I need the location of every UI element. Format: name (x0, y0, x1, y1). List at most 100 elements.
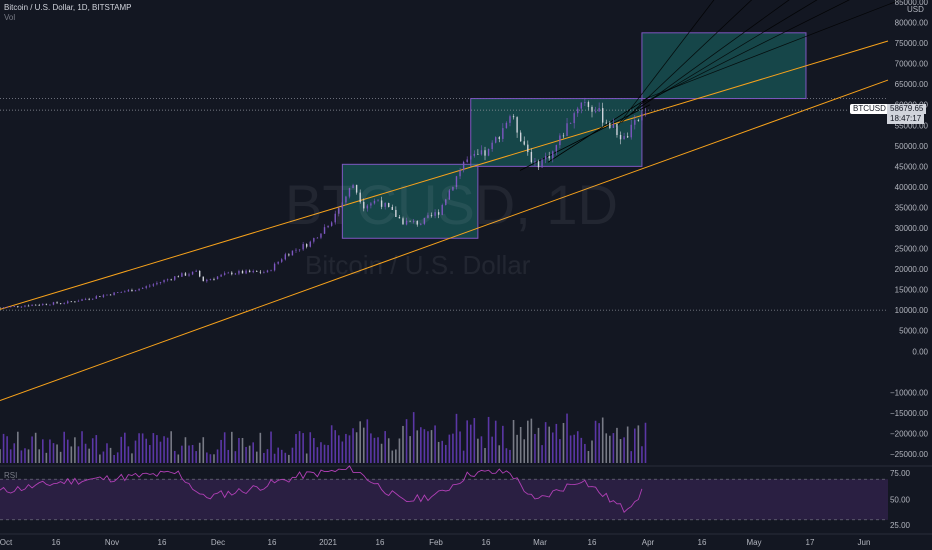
candle-body[interactable] (605, 122, 607, 124)
candle-body[interactable] (70, 301, 73, 303)
candle-body[interactable] (626, 136, 629, 138)
candle-body[interactable] (405, 220, 408, 225)
candle-body[interactable] (345, 196, 347, 203)
candle-body[interactable] (13, 306, 15, 307)
candle-body[interactable] (127, 289, 130, 292)
candle-body[interactable] (6, 306, 8, 308)
candle-body[interactable] (159, 282, 162, 283)
candle-body[interactable] (227, 272, 229, 274)
candle-body[interactable] (298, 249, 301, 251)
candle-body[interactable] (412, 220, 415, 222)
candle-body[interactable] (184, 273, 187, 276)
candle-body[interactable] (452, 186, 454, 191)
candle-body[interactable] (462, 161, 465, 171)
candle-body[interactable] (427, 215, 429, 218)
fan-line[interactable] (627, 0, 800, 117)
candle-body[interactable] (116, 292, 119, 294)
candle-body[interactable] (234, 273, 237, 275)
trend-line[interactable] (547, 96, 651, 163)
candle-body[interactable] (95, 296, 97, 299)
candle-body[interactable] (580, 102, 583, 109)
candle-body[interactable] (302, 244, 304, 250)
candle-body[interactable] (391, 206, 393, 210)
candle-body[interactable] (609, 122, 611, 128)
candle-body[interactable] (334, 213, 336, 223)
candle-body[interactable] (323, 227, 326, 234)
candle-body[interactable] (223, 273, 226, 275)
candle-body[interactable] (591, 106, 593, 112)
candle-body[interactable] (138, 288, 140, 291)
candle-body[interactable] (24, 305, 26, 307)
candle-body[interactable] (109, 294, 112, 296)
candle-body[interactable] (527, 144, 529, 152)
candle-body[interactable] (81, 299, 83, 301)
candle-body[interactable] (459, 170, 461, 177)
candle-body[interactable] (145, 286, 147, 288)
candle-body[interactable] (455, 176, 458, 187)
candle-body[interactable] (124, 291, 126, 293)
candle-body[interactable] (480, 150, 483, 155)
candle-body[interactable] (505, 122, 508, 129)
candle-body[interactable] (288, 254, 290, 256)
candle-body[interactable] (370, 203, 372, 206)
candle-body[interactable] (77, 300, 80, 302)
candle-body[interactable] (281, 259, 283, 262)
candle-body[interactable] (99, 296, 101, 298)
candle-body[interactable] (420, 224, 422, 225)
candle-body[interactable] (630, 124, 632, 138)
range-box[interactable] (470, 98, 643, 167)
candle-body[interactable] (577, 108, 579, 114)
candle-body[interactable] (562, 135, 565, 137)
candle-body[interactable] (537, 161, 540, 168)
candle-body[interactable] (495, 137, 497, 143)
candle-body[interactable] (291, 250, 294, 256)
candle-body[interactable] (569, 123, 572, 124)
fan-line[interactable] (633, 0, 830, 111)
candle-body[interactable] (491, 142, 493, 149)
fan-line[interactable] (639, 0, 865, 105)
candle-body[interactable] (74, 301, 76, 303)
candle-body[interactable] (177, 276, 180, 278)
candle-body[interactable] (423, 217, 426, 225)
candle-body[interactable] (445, 199, 447, 205)
candle-body[interactable] (341, 202, 344, 209)
candle-body[interactable] (601, 108, 604, 123)
candle-body[interactable] (320, 233, 322, 238)
candle-body[interactable] (498, 137, 500, 139)
candle-body[interactable] (559, 135, 561, 146)
candle-body[interactable] (409, 220, 411, 222)
candle-body[interactable] (38, 304, 40, 306)
candle-body[interactable] (56, 302, 58, 304)
candle-body[interactable] (373, 200, 376, 204)
candle-body[interactable] (366, 205, 369, 209)
candle-body[interactable] (188, 274, 190, 276)
candle-body[interactable] (519, 132, 522, 142)
candle-body[interactable] (0, 307, 1, 309)
candle-body[interactable] (352, 184, 354, 189)
candle-body[interactable] (544, 156, 547, 160)
candle-body[interactable] (377, 200, 379, 202)
candle-body[interactable] (152, 284, 155, 286)
candle-body[interactable] (384, 203, 386, 207)
candle-body[interactable] (245, 270, 247, 274)
candle-body[interactable] (477, 153, 479, 155)
candle-body[interactable] (616, 124, 618, 135)
candle-body[interactable] (31, 304, 33, 306)
candle-body[interactable] (231, 272, 233, 275)
candle-body[interactable] (149, 285, 151, 287)
candle-body[interactable] (191, 271, 194, 275)
candle-body[interactable] (92, 298, 94, 300)
candle-body[interactable] (313, 238, 315, 242)
candle-body[interactable] (434, 212, 436, 216)
candle-body[interactable] (637, 120, 640, 121)
candle-body[interactable] (316, 237, 319, 239)
candle-body[interactable] (67, 301, 69, 304)
fan-line[interactable] (615, 0, 720, 129)
candle-body[interactable] (594, 111, 597, 113)
range-box[interactable] (641, 32, 807, 100)
channel-line[interactable] (0, 40, 889, 310)
candle-body[interactable] (398, 217, 401, 219)
candle-body[interactable] (416, 220, 418, 225)
candle-body[interactable] (487, 148, 490, 156)
